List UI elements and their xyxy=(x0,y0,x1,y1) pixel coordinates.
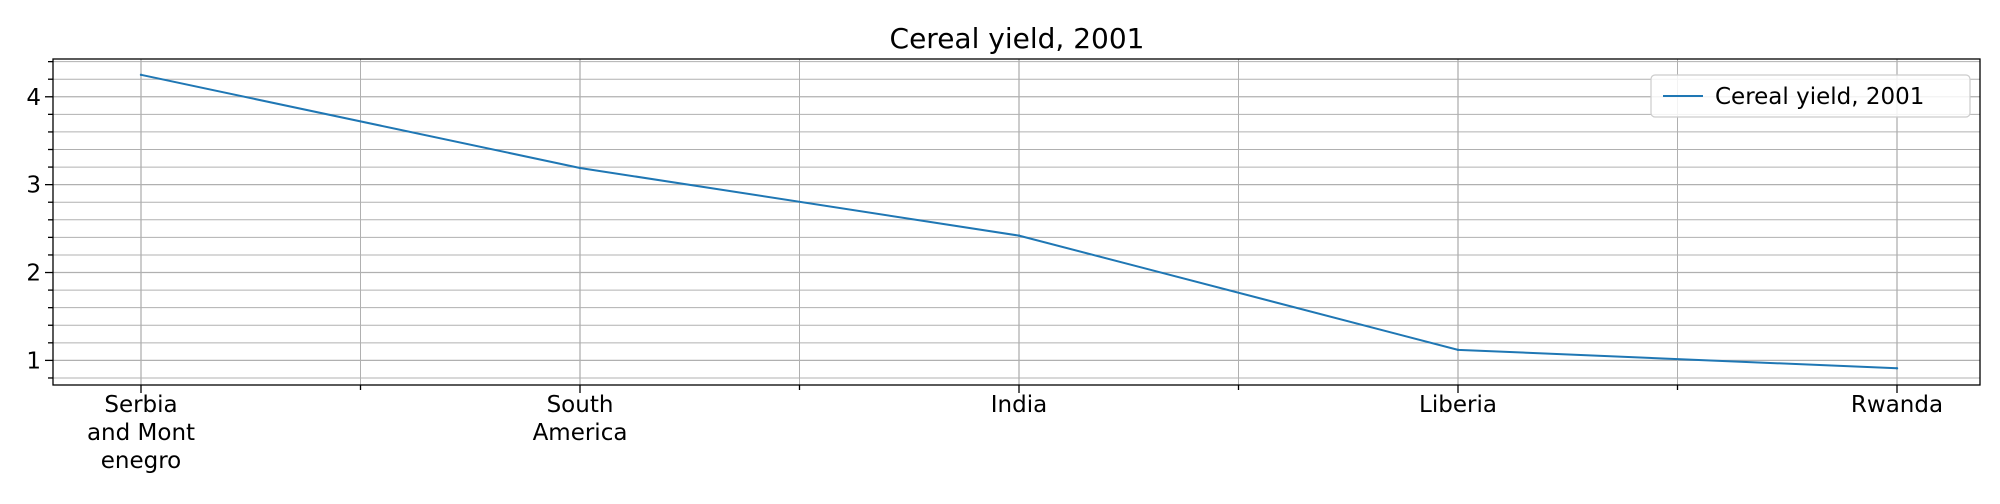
y-tick-label: 3 xyxy=(26,173,41,199)
x-tick-label: Serbia and Mont enegro xyxy=(87,392,195,474)
major-gridlines xyxy=(53,59,1980,385)
series-layer xyxy=(139,73,1899,370)
minor-gridlines xyxy=(53,59,1980,385)
chart-title: Cereal yield, 2001 xyxy=(890,22,1145,55)
data-point xyxy=(1895,367,1899,370)
legend-label: Cereal yield, 2001 xyxy=(1715,84,1924,110)
y-tick-label: 4 xyxy=(26,85,41,111)
y-tick-label: 1 xyxy=(26,348,41,374)
data-point xyxy=(578,166,582,170)
data-point xyxy=(139,73,143,77)
x-tick-label: Liberia xyxy=(1419,392,1497,418)
y-axis: 1 2 3 4 xyxy=(26,60,53,379)
data-point xyxy=(1017,234,1021,237)
legend-box xyxy=(1650,74,1971,118)
x-tick-label: Rwanda xyxy=(1851,392,1943,418)
data-point xyxy=(1456,348,1460,352)
legend: Cereal yield, 2001 xyxy=(1650,74,1971,118)
x-tick-label: India xyxy=(991,392,1047,418)
plot-area-frame xyxy=(52,58,1981,386)
x-tick-label: South America xyxy=(533,392,628,446)
y-tick-label: 2 xyxy=(26,261,41,287)
x-axis: Serbia and Mont enegro South America India Lib… xyxy=(87,385,1943,474)
